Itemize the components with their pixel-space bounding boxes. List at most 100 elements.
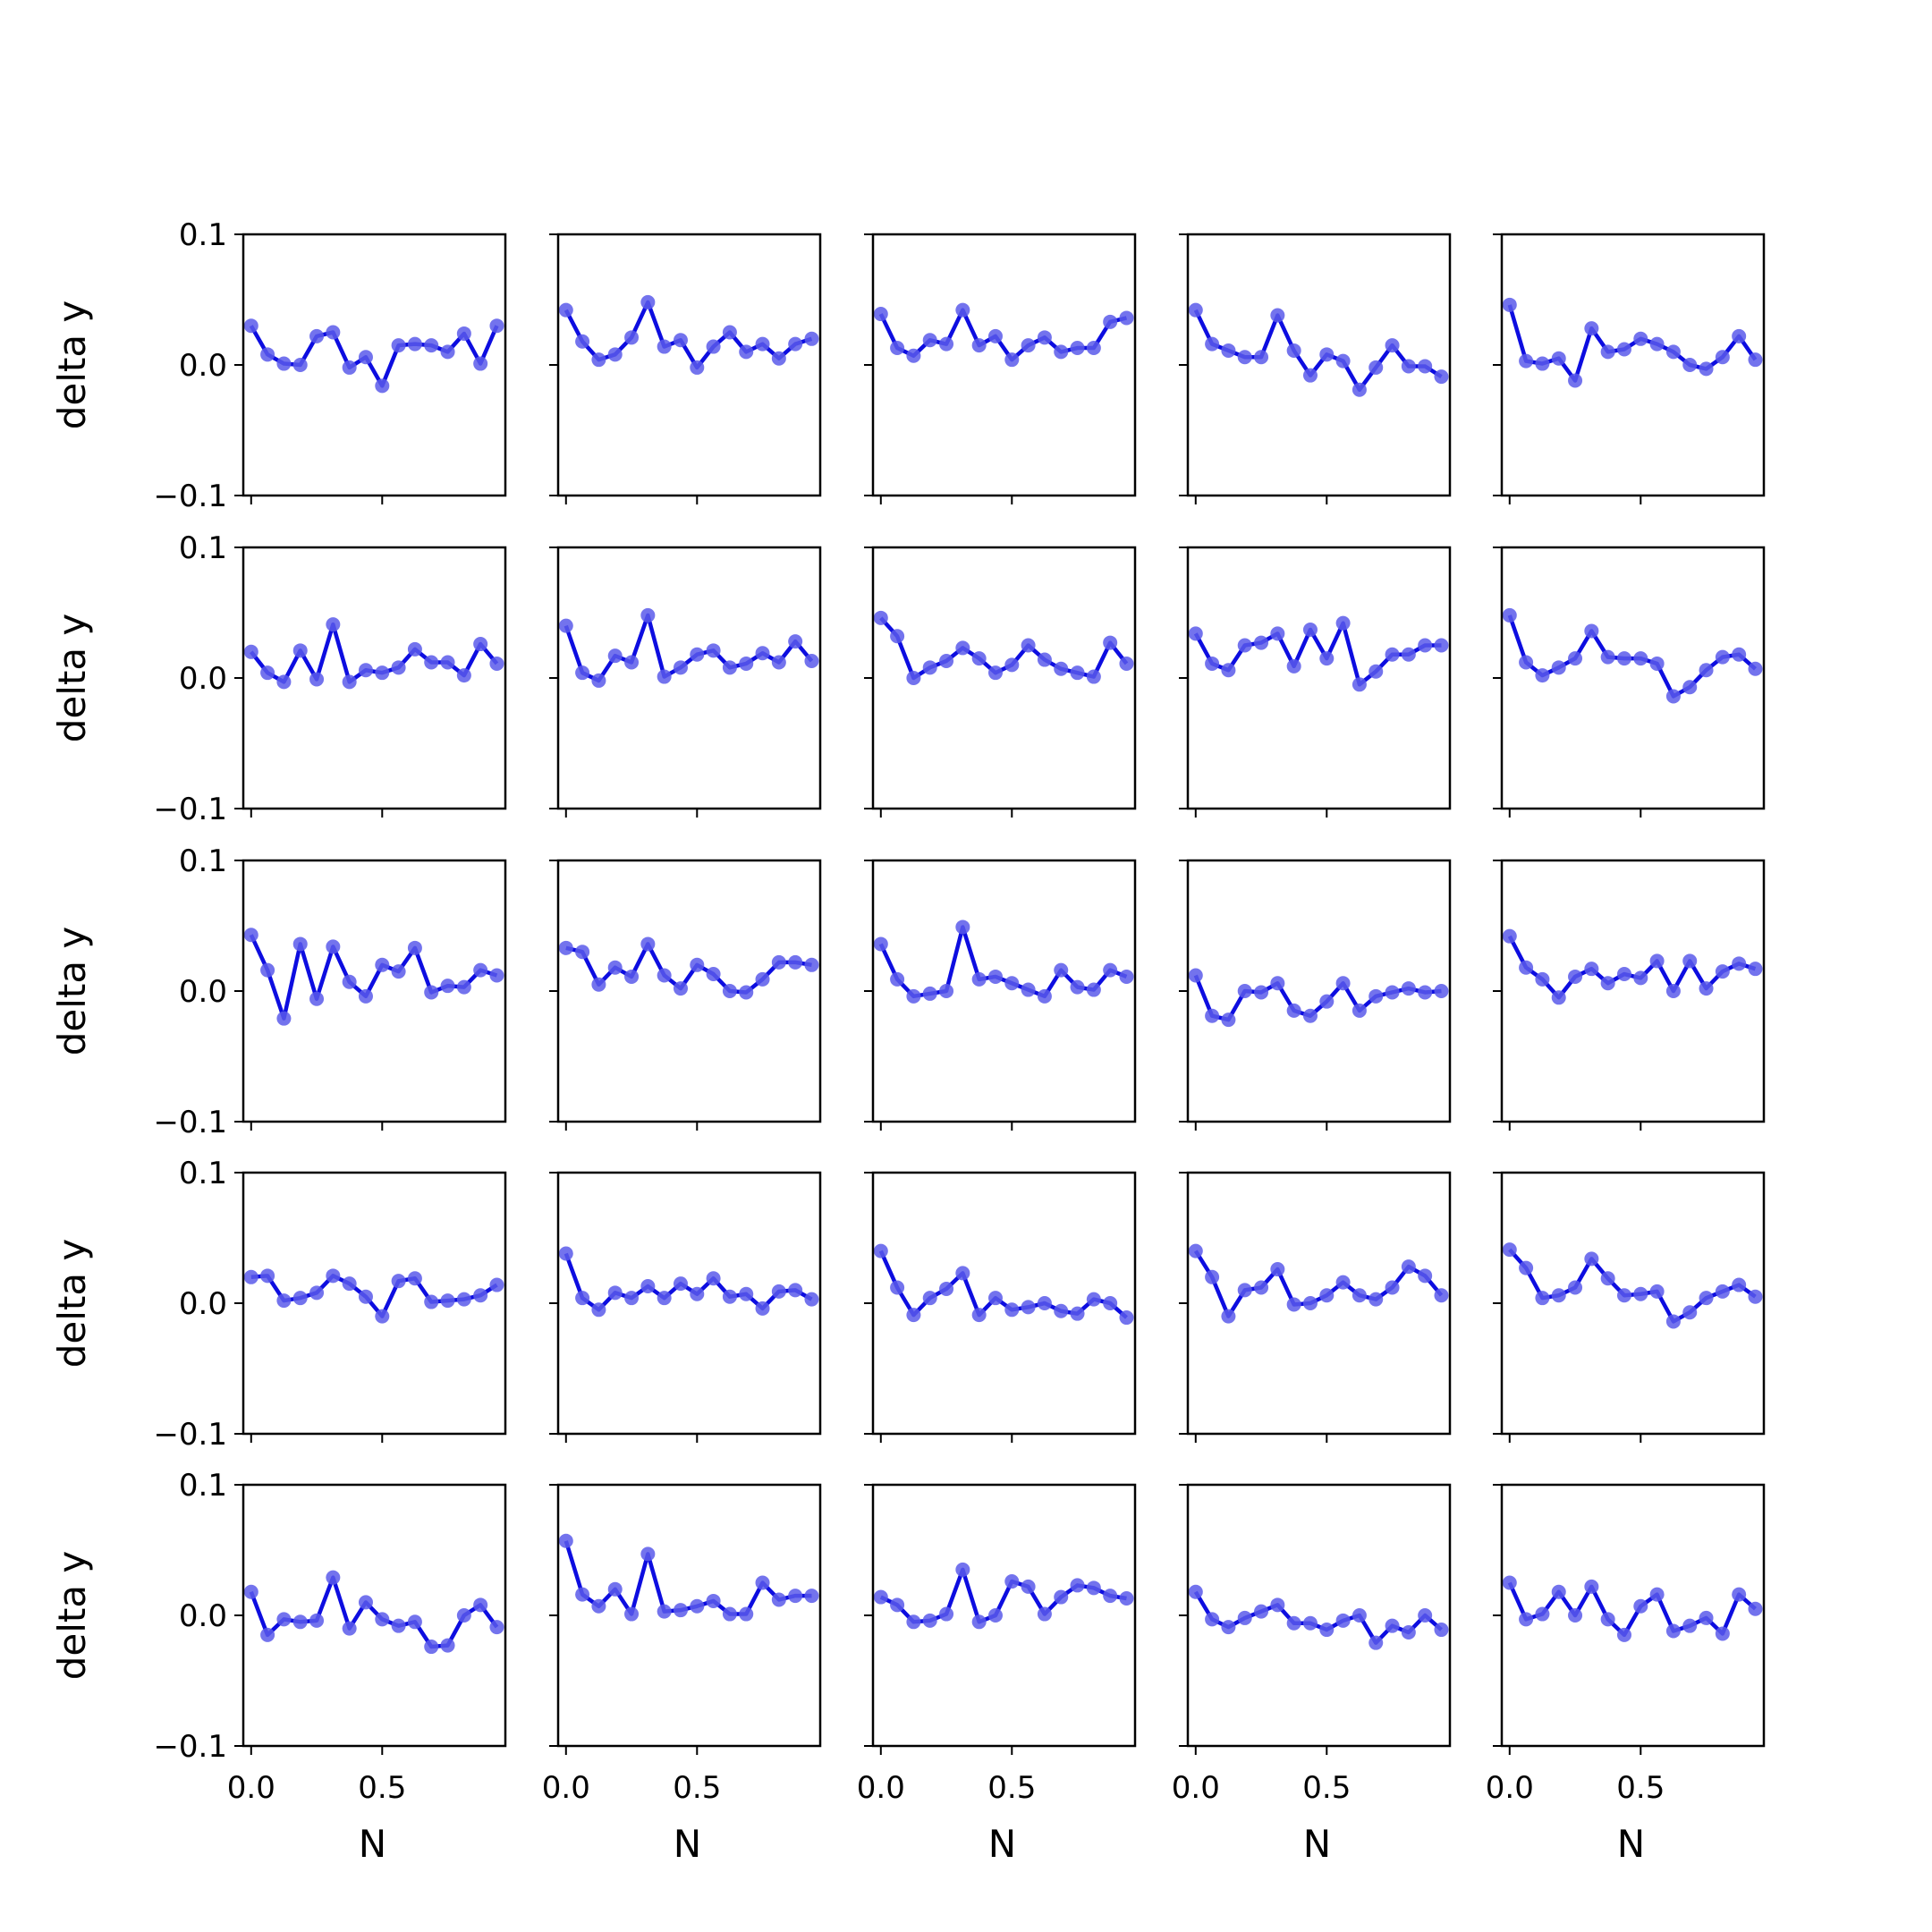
subplot: 0.0 0.5 N bbox=[1172, 1483, 1452, 1866]
axes-frame bbox=[242, 546, 507, 810]
data-point bbox=[391, 1274, 406, 1289]
data-point bbox=[1649, 656, 1665, 671]
data-point bbox=[1335, 1613, 1351, 1628]
data-point bbox=[1699, 361, 1714, 377]
data-point bbox=[640, 294, 656, 309]
data-point bbox=[1021, 982, 1036, 997]
data-point bbox=[1519, 655, 1534, 670]
data-point bbox=[1286, 1615, 1301, 1631]
data-point bbox=[673, 981, 688, 996]
data-point bbox=[607, 960, 623, 975]
data-point bbox=[591, 1302, 606, 1318]
data-point bbox=[1352, 1608, 1367, 1623]
data-point bbox=[1188, 626, 1203, 641]
data-point bbox=[690, 1598, 705, 1614]
data-point bbox=[391, 964, 406, 979]
data-point bbox=[1732, 956, 1747, 971]
data-point bbox=[1434, 984, 1449, 998]
data-point bbox=[987, 1608, 1003, 1623]
data-point bbox=[1070, 1578, 1085, 1593]
data-point bbox=[1649, 1284, 1665, 1299]
data-point bbox=[1270, 1597, 1285, 1613]
data-point bbox=[1254, 350, 1269, 365]
axes-frame bbox=[556, 546, 822, 810]
axes-frame bbox=[1186, 233, 1452, 497]
data-point bbox=[1385, 1280, 1400, 1295]
data-point bbox=[1385, 647, 1400, 662]
data-point bbox=[1254, 1604, 1269, 1619]
data-point bbox=[1748, 661, 1763, 676]
data-point bbox=[922, 1613, 937, 1628]
data-point bbox=[1418, 1268, 1433, 1284]
data-point bbox=[1037, 1606, 1052, 1622]
data-point bbox=[657, 339, 672, 354]
data-point bbox=[1054, 962, 1069, 978]
data-point bbox=[971, 1614, 987, 1630]
y-axis-label: delta y bbox=[50, 301, 94, 430]
data-point bbox=[292, 1291, 308, 1306]
data-point bbox=[326, 1268, 341, 1284]
data-point bbox=[1335, 615, 1351, 631]
data-point bbox=[690, 647, 705, 662]
data-point bbox=[1086, 1292, 1101, 1307]
data-point bbox=[1221, 663, 1236, 678]
axes-frame bbox=[1500, 1171, 1766, 1436]
y-tick-label: −0.1 bbox=[153, 1417, 227, 1453]
y-tick-label: 0.0 bbox=[179, 1286, 227, 1322]
subplot bbox=[1179, 233, 1452, 504]
axes-frame bbox=[1500, 1483, 1766, 1748]
data-point bbox=[1551, 660, 1566, 675]
data-point bbox=[1086, 982, 1101, 997]
data-point bbox=[276, 356, 292, 371]
data-point bbox=[1434, 369, 1449, 385]
data-point bbox=[1205, 656, 1220, 671]
data-point bbox=[1568, 651, 1583, 666]
data-point bbox=[1302, 1296, 1318, 1310]
data-point bbox=[1434, 638, 1449, 653]
data-point bbox=[1188, 302, 1203, 318]
axes-frame bbox=[1186, 1483, 1452, 1748]
data-point bbox=[591, 673, 606, 688]
data-point bbox=[575, 1291, 590, 1306]
data-point bbox=[292, 936, 308, 952]
data-point bbox=[722, 325, 737, 340]
data-point bbox=[804, 1589, 819, 1604]
data-point bbox=[375, 957, 390, 972]
data-point bbox=[1086, 1580, 1101, 1596]
data-point bbox=[456, 979, 471, 995]
data-point bbox=[624, 1291, 640, 1306]
data-point bbox=[1319, 651, 1335, 666]
data-point bbox=[1004, 1302, 1020, 1318]
data-point bbox=[1021, 638, 1036, 653]
data-point bbox=[1401, 647, 1416, 662]
data-point bbox=[1335, 976, 1351, 991]
data-point bbox=[1270, 626, 1285, 641]
series-line bbox=[1193, 1250, 1444, 1318]
series-line bbox=[879, 616, 1129, 681]
data-point bbox=[1368, 1292, 1384, 1307]
data-point bbox=[292, 358, 308, 372]
data-point bbox=[1205, 1612, 1220, 1627]
data-point bbox=[1682, 680, 1698, 695]
data-point bbox=[673, 660, 688, 675]
x-tick-label: 0.5 bbox=[1302, 1770, 1351, 1806]
y-tick-label: −0.1 bbox=[153, 479, 227, 514]
data-point bbox=[1401, 359, 1416, 374]
data-point bbox=[407, 1614, 422, 1630]
data-point bbox=[1254, 635, 1269, 650]
data-point bbox=[1352, 1288, 1367, 1303]
data-point bbox=[1434, 1288, 1449, 1303]
data-point bbox=[1352, 1003, 1367, 1018]
data-point bbox=[1699, 1610, 1714, 1625]
data-point bbox=[1054, 344, 1069, 360]
data-point bbox=[375, 665, 390, 681]
data-point bbox=[1021, 1300, 1036, 1315]
data-point bbox=[755, 646, 770, 661]
data-point bbox=[276, 674, 292, 690]
data-point bbox=[1205, 1269, 1220, 1284]
data-point bbox=[987, 328, 1003, 343]
data-point bbox=[473, 1597, 488, 1613]
data-point bbox=[755, 336, 770, 352]
data-point bbox=[873, 936, 888, 952]
